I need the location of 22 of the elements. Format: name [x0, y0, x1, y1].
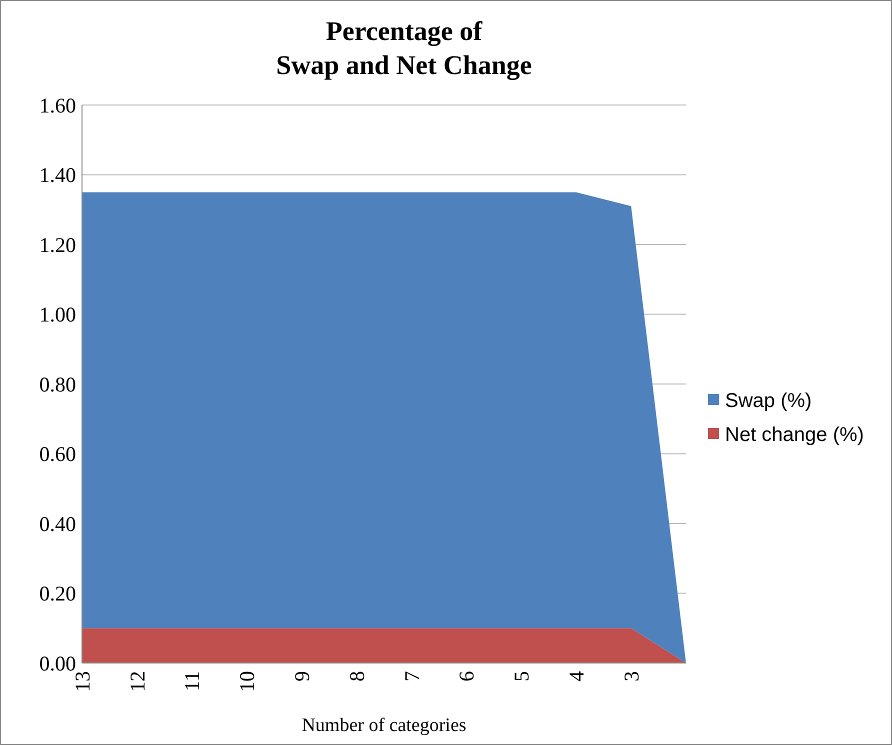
legend-label: Swap (%) [725, 390, 812, 412]
legend-label: Net change (%) [725, 424, 864, 446]
x-tick-label: 10 [235, 671, 260, 692]
y-tick-label: 1.20 [39, 232, 76, 257]
x-tick-label: 12 [125, 671, 150, 692]
chart-title: Percentage of Swap and Net Change [276, 16, 532, 80]
y-tick-label: 1.60 [39, 93, 76, 118]
x-tick-label: 6 [454, 671, 479, 682]
y-tick-label: 0.60 [39, 442, 76, 466]
y-tick-label: 0.80 [39, 372, 76, 396]
y-tick-label: 1.00 [39, 302, 76, 327]
x-tick-label: 9 [290, 671, 314, 682]
x-tick-label: 11 [180, 671, 204, 692]
y-tick-label: 1.40 [39, 163, 76, 188]
x-tick-label: 7 [400, 671, 424, 682]
x-axis-title: Number of categories [302, 715, 466, 736]
x-tick-label: 8 [344, 671, 369, 682]
y-tick-label: 0.40 [39, 512, 76, 536]
x-tick-label: 3 [619, 671, 644, 682]
x-tick-label: 4 [564, 670, 589, 682]
x-tick-label: 5 [510, 671, 534, 682]
y-tick-label: 0.20 [39, 582, 76, 606]
